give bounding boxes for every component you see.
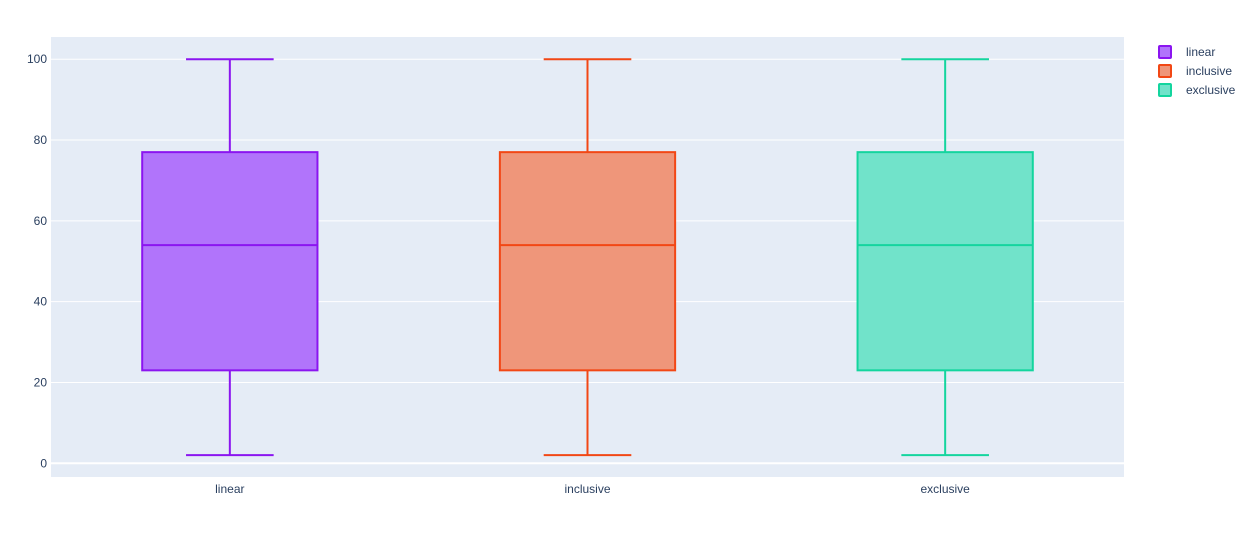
x-axis-ticks: linear inclusive exclusive (215, 482, 970, 496)
box-linear (141, 58, 319, 457)
legend-swatch (1158, 64, 1172, 78)
y-tick-label: 80 (34, 133, 48, 147)
legend-label: exclusive (1186, 83, 1236, 97)
x-tick-label: linear (215, 482, 244, 496)
legend-label: linear (1186, 45, 1215, 59)
y-tick-label: 0 (40, 456, 47, 470)
box-inclusive (498, 58, 677, 457)
legend-item-inclusive[interactable]: inclusive (1158, 64, 1232, 78)
legend-item-linear[interactable]: linear (1158, 45, 1215, 59)
y-tick-label: 40 (34, 295, 48, 309)
boxes (141, 58, 1034, 457)
legend-label: inclusive (1186, 64, 1232, 78)
x-tick-label: exclusive (920, 482, 970, 496)
x-tick-label: inclusive (564, 482, 610, 496)
iqr-box (856, 151, 1034, 372)
legend-item-exclusive[interactable]: exclusive (1158, 83, 1236, 97)
y-axis-ticks: 0 20 40 60 80 100 (27, 52, 47, 470)
iqr-box (141, 151, 319, 372)
legend-swatch (1158, 83, 1172, 97)
iqr-box (498, 151, 677, 372)
y-tick-label: 20 (34, 375, 48, 389)
y-tick-label: 60 (34, 214, 48, 228)
legend[interactable]: linear inclusive exclusive (1158, 45, 1236, 97)
y-tick-label: 100 (27, 52, 47, 66)
box-exclusive (856, 58, 1034, 457)
legend-swatch (1158, 45, 1172, 59)
